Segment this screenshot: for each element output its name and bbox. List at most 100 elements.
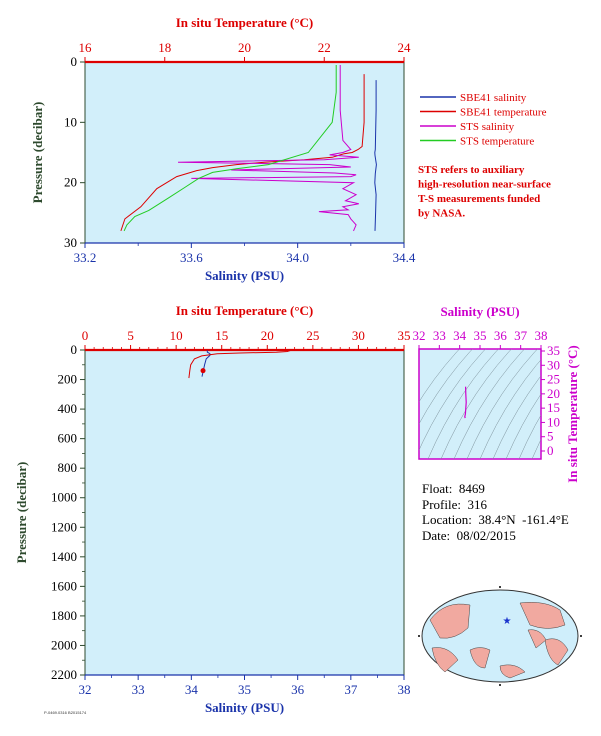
legend-note-line: STS refers to auxiliary (418, 164, 525, 176)
world-map-landmass (431, 647, 459, 673)
top-temp-tick-label: 22 (318, 40, 331, 55)
ts-temp-tick-label: 35 (547, 343, 560, 358)
top-plot-area (84, 61, 405, 244)
bottom-pressure-tick-label: 1200 (51, 519, 77, 534)
float-location-star: ★ (503, 616, 512, 627)
ts-series-line (464, 386, 467, 419)
world-map-landmass (527, 629, 547, 649)
bottom-pressure-tick-label: 1600 (51, 578, 77, 593)
bottom-sal-tick-label: 33 (132, 682, 145, 697)
top-sal-tick-label: 33.6 (180, 250, 203, 265)
ts-temp-tick-label: 30 (547, 357, 560, 372)
bottom-temp-tick-label: 5 (127, 328, 134, 343)
bottom-pressure-tick-label: 400 (58, 401, 78, 416)
legend-note-line: T-S measurements funded (418, 193, 540, 205)
top-sal-axis-title: Salinity (PSU) (205, 268, 284, 283)
credit-text: P-0469.0316 B2015174 (44, 710, 87, 715)
top-pressure-tick-label: 0 (71, 54, 78, 69)
location: Location: 38.4°N -161.4°E (422, 512, 569, 527)
ts-temp-tick-label: 25 (547, 372, 560, 387)
bottom-marker (200, 368, 206, 374)
top-pressure-axis-title: Pressure (decibar) (30, 102, 45, 204)
world-map-tick (499, 684, 501, 686)
ts-density-contour (440, 349, 512, 459)
bottom-temp-tick-label: 25 (306, 328, 319, 343)
legend-label: SBE41 salinity (460, 92, 527, 104)
top-sal-tick-label: 34.4 (393, 250, 416, 265)
bottom-temp-tick-label: 35 (398, 328, 411, 343)
ts-density-contour (427, 349, 499, 459)
bottom-temp-tick-label: 15 (215, 328, 228, 343)
date: Date: 08/02/2015 (422, 527, 516, 543)
world-map-tick (418, 635, 420, 637)
world-map-landmass (544, 638, 569, 666)
bottom-temp-tick-label: 0 (82, 328, 89, 343)
bottom-pressure-tick-label: 800 (58, 460, 78, 475)
world-map-tick (499, 586, 501, 588)
ts-sal-tick-label: 36 (494, 328, 508, 343)
top-temp-axis-title: In situ Temperature (°C) (176, 15, 314, 30)
ts-density-contour (492, 375, 541, 459)
top-sal-tick-label: 34.0 (286, 250, 309, 265)
ts-plot-area (418, 348, 542, 460)
top-series-sts-salinity (177, 65, 359, 232)
ts-sal-tick-label: 34 (453, 328, 467, 343)
legend-note-line: by NASA. (418, 208, 465, 220)
ts-density-contours (419, 349, 541, 459)
bottom-sal-tick-label: 38 (398, 682, 411, 697)
ts-density-contour (419, 349, 473, 425)
bottom-pressure-tick-label: 2200 (51, 667, 77, 682)
legend-label: SBE41 temperature (460, 107, 547, 119)
ts-density-contour (479, 359, 541, 459)
bottom-sal-tick-label: 32 (79, 682, 92, 697)
bottom-sal-tick-label: 37 (344, 682, 358, 697)
ts-sal-tick-label: 32 (413, 328, 426, 343)
bottom-sal-tick-label: 34 (185, 682, 199, 697)
bottom-pressure-tick-label: 1000 (51, 490, 77, 505)
bottom-sal-tick-label: 36 (291, 682, 305, 697)
ts-temp-axis-title: In situ Temperature (°C) (565, 345, 580, 483)
top-temp-tick-label: 16 (79, 40, 93, 55)
bottom-pressure-axis-title: Pressure (decibar) (14, 462, 29, 564)
ts-sal-tick-label: 35 (474, 328, 487, 343)
ts-sal-tick-label: 33 (433, 328, 446, 343)
top-temp-tick-label: 20 (238, 40, 251, 55)
bottom-temp-tick-label: 20 (261, 328, 274, 343)
world-map-landmass (429, 603, 471, 639)
world-map-landmass (499, 664, 526, 679)
ts-density-contour (466, 349, 538, 459)
ts-density-contour (518, 414, 541, 459)
top-sal-tick-label: 33.2 (74, 250, 97, 265)
world-map-landmass (519, 602, 566, 629)
bottom-pressure-tick-label: 2000 (51, 637, 77, 652)
float-id: Float: 8469 (422, 481, 485, 496)
bottom-pressure-tick-label: 0 (71, 342, 78, 357)
bottom-pressure-tick-label: 1400 (51, 549, 77, 564)
world-map-tick (580, 635, 582, 637)
bottom-pressure-tick-label: 1800 (51, 608, 77, 623)
ts-density-contour (419, 349, 460, 403)
ts-density-contour (453, 349, 525, 459)
ts-density-contour (505, 393, 541, 459)
world-map-landmass (469, 647, 491, 669)
ts-sal-axis-title: Salinity (PSU) (440, 304, 519, 319)
top-pressure-tick-label: 10 (64, 114, 77, 129)
top-series-sts-temperature (123, 65, 337, 232)
top-series-sbe41-salinity (374, 80, 377, 231)
bottom-pressure-tick-label: 200 (58, 372, 78, 387)
legend-label: STS salinity (460, 121, 515, 133)
ts-temp-tick-label: 0 (547, 443, 554, 458)
ts-temp-tick-label: 5 (547, 429, 554, 444)
legend-label: STS temperature (460, 136, 534, 148)
bottom-temp-tick-label: 10 (170, 328, 183, 343)
ts-sal-tick-label: 37 (514, 328, 528, 343)
profile-number: Profile: 316 (422, 496, 487, 512)
ts-temp-tick-label: 20 (547, 386, 560, 401)
bottom-sal-tick-label: 35 (238, 682, 251, 697)
ts-temp-tick-label: 15 (547, 400, 560, 415)
world-map-land (429, 602, 569, 679)
top-pressure-tick-label: 30 (64, 235, 77, 250)
bottom-plot-area (84, 349, 405, 676)
ts-sal-tick-label: 38 (535, 328, 548, 343)
